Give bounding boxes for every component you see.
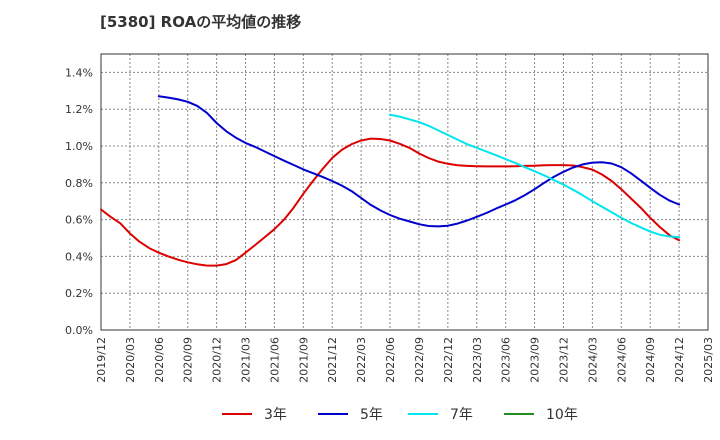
x-tick-label: 2021/06 <box>268 337 281 383</box>
x-tick-label: 2022/09 <box>413 337 426 383</box>
y-tick-label: 1.2% <box>65 103 93 116</box>
x-tick-label: 2024/12 <box>673 337 686 383</box>
x-tick-label: 2021/09 <box>297 337 310 383</box>
x-tick-label: 2022/12 <box>442 337 455 383</box>
x-tick-label: 2023/09 <box>529 337 542 383</box>
y-tick-label: 0.4% <box>65 250 93 263</box>
x-tick-label: 2020/06 <box>153 337 166 383</box>
y-tick-label: 1.4% <box>65 66 93 79</box>
x-tick-label: 2024/09 <box>644 337 657 383</box>
x-tick-label: 2021/12 <box>326 337 339 383</box>
x-tick-label: 2023/06 <box>500 337 513 383</box>
x-tick-label: 2022/03 <box>355 337 368 383</box>
legend: 3年 5年 7年 10年 <box>222 407 578 423</box>
chart-title: [5380] ROAの平均値の推移 <box>100 13 302 31</box>
y-axis-ticks: 0.0% 0.2% 0.4% 0.6% 0.8% 1.0% 1.2% 1.4% <box>65 66 93 337</box>
x-tick-label: 2024/03 <box>586 337 599 383</box>
y-tick-label: 1.0% <box>65 140 93 153</box>
x-tick-label: 2025/03 <box>702 337 715 383</box>
series-line-3年 <box>100 137 681 267</box>
series-line-7年 <box>389 113 681 239</box>
y-tick-label: 0.6% <box>65 214 93 227</box>
legend-label: 3年 <box>264 407 287 423</box>
x-tick-label: 2019/12 <box>95 337 108 383</box>
grid-lines <box>101 54 708 330</box>
x-tick-label: 2020/12 <box>211 337 224 383</box>
x-tick-label: 2020/03 <box>124 337 137 383</box>
legend-label: 5年 <box>360 407 383 423</box>
x-tick-label: 2023/03 <box>471 337 484 383</box>
legend-item: 3年 <box>222 407 287 423</box>
y-tick-label: 0.0% <box>65 324 93 337</box>
legend-label: 10年 <box>546 407 578 423</box>
x-tick-label: 2024/06 <box>615 337 628 383</box>
plot-area-border <box>100 53 709 331</box>
x-tick-label: 2022/06 <box>384 337 397 383</box>
y-tick-label: 0.8% <box>65 177 93 190</box>
legend-label: 7年 <box>450 407 473 423</box>
series-lines <box>100 95 681 267</box>
x-tick-label: 2023/12 <box>557 337 570 383</box>
y-tick-label: 0.2% <box>65 287 93 300</box>
legend-item: 7年 <box>408 407 473 423</box>
x-tick-label: 2020/09 <box>182 337 195 383</box>
legend-item: 5年 <box>318 407 383 423</box>
series-line-5年 <box>157 95 681 228</box>
x-tick-label: 2021/03 <box>240 337 253 383</box>
legend-item: 10年 <box>504 407 578 423</box>
x-axis-ticks: 2019/12 2020/03 2020/06 2020/09 2020/12 2021/… <box>95 337 715 383</box>
